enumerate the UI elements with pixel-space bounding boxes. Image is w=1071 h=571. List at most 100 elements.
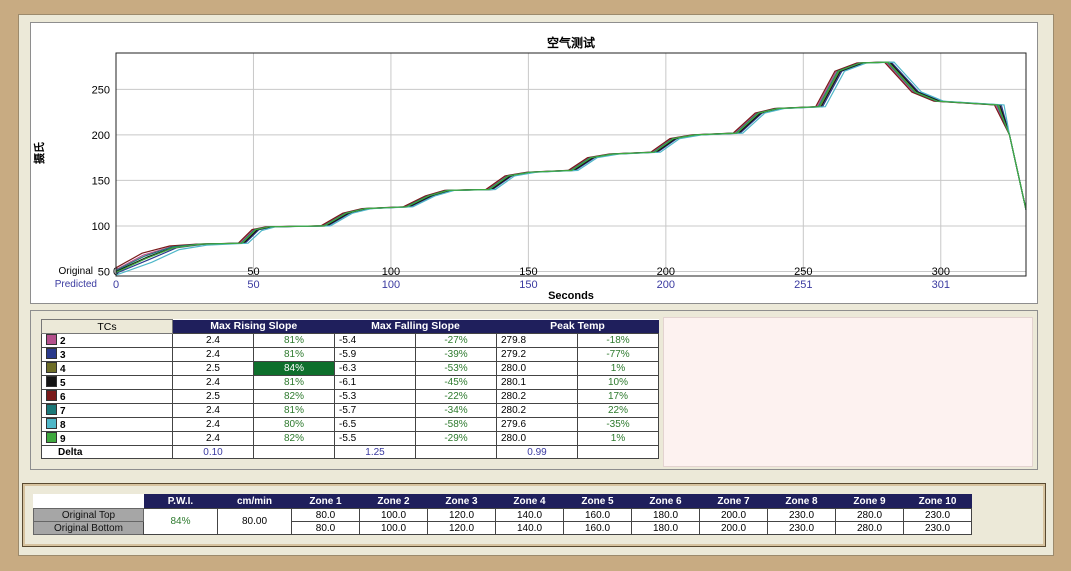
peak-value: 280.2 — [496, 403, 578, 418]
zone-setpoint[interactable]: 80.0 — [291, 521, 360, 535]
series-line-tc-6 — [115, 61, 1027, 269]
rise-pct: 84% — [253, 361, 335, 376]
fall-value: -5.4 — [334, 333, 416, 348]
zone-header: Zone 10 — [903, 494, 972, 509]
fall-value: -6.5 — [334, 417, 416, 432]
zone-setpoint[interactable]: 230.0 — [903, 521, 972, 535]
fall-value: -5.3 — [334, 389, 416, 404]
tc-row: 7 2.4 81% -5.7 -34% 280.2 22% — [41, 403, 659, 418]
tc-label: 3 — [60, 350, 66, 361]
zone-setpoint[interactable]: 200.0 — [699, 521, 768, 535]
tc-label: 6 — [60, 392, 66, 403]
zone-row-label: Original Top — [33, 508, 144, 522]
zone-settings-panel: P.W.I. cm/min Zone 1 Zone 2 Zone 3 Zone 4 Zone… — [22, 483, 1046, 547]
zone-setpoint[interactable]: 140.0 — [495, 508, 564, 522]
peak-value: 280.1 — [496, 375, 578, 390]
y-tick-label: 250 — [92, 84, 110, 96]
rise-pct: 80% — [253, 417, 335, 432]
tc-label: 2 — [60, 336, 66, 347]
x-tick-label-original: 200 — [657, 266, 675, 278]
zone-setpoint[interactable]: 280.0 — [835, 521, 904, 535]
max-falling-slope-header: Max Falling Slope — [334, 319, 497, 334]
original-axis-label: Original — [59, 266, 93, 277]
zone-header: cm/min — [217, 494, 292, 509]
fall-pct: -22% — [415, 389, 497, 404]
chart-title: 空气测试 — [547, 35, 595, 50]
rise-value: 2.4 — [172, 417, 254, 432]
tcs-header: TCs — [41, 319, 173, 334]
zone-corner-cell — [33, 494, 144, 509]
x-tick-label-original: 150 — [519, 266, 537, 278]
peak-value: 279.6 — [496, 417, 578, 432]
zone-setpoint[interactable]: 180.0 — [631, 521, 700, 535]
zone-header: Zone 2 — [359, 494, 428, 509]
x-tick-label-predicted: 50 — [247, 279, 259, 291]
x-tick-label-original: 100 — [382, 266, 400, 278]
zone-setpoint[interactable]: 80.0 — [291, 508, 360, 522]
rise-value: 2.4 — [172, 403, 254, 418]
zone-setpoint[interactable]: 200.0 — [699, 508, 768, 522]
fall-value: -6.3 — [334, 361, 416, 376]
zone-header: Zone 5 — [563, 494, 632, 509]
tc-stats-table: TCs Max Rising Slope Max Falling Slope P… — [41, 319, 659, 459]
peak-pct: -35% — [577, 417, 659, 432]
x-tick-label-predicted: 200 — [657, 279, 675, 291]
predicted-axis-label: Predicted — [55, 279, 97, 290]
x-tick-label-predicted: 100 — [382, 279, 400, 291]
zone-header: Zone 9 — [835, 494, 904, 509]
tc-label: 8 — [60, 420, 66, 431]
zone-setpoint[interactable]: 230.0 — [767, 508, 836, 522]
x-tick-label-predicted: 301 — [932, 279, 950, 291]
speed-value[interactable]: 80.00 — [217, 508, 292, 535]
zone-setpoint[interactable]: 120.0 — [427, 521, 496, 535]
delta-label: Delta — [41, 445, 173, 459]
fall-pct: -53% — [415, 361, 497, 376]
rise-value: 2.4 — [172, 431, 254, 446]
peak-value: 280.0 — [496, 361, 578, 376]
tc-name-cell: 5 — [41, 375, 173, 390]
x-tick-label-predicted: 0 — [113, 279, 119, 291]
zone-header: Zone 6 — [631, 494, 700, 509]
zone-setpoint[interactable]: 280.0 — [835, 508, 904, 522]
profile-chart: 空气测试 摄氏 Seconds Original Predicted 50 100… — [32, 35, 1027, 302]
fall-pct: -39% — [415, 347, 497, 362]
fall-pct: -27% — [415, 333, 497, 348]
zone-setpoint[interactable]: 100.0 — [359, 521, 428, 535]
series-line-tc-9 — [115, 61, 1027, 273]
peak-value: 279.2 — [496, 347, 578, 362]
fall-value: -5.5 — [334, 431, 416, 446]
zone-header: Zone 4 — [495, 494, 564, 509]
zone-header: Zone 8 — [767, 494, 836, 509]
fall-pct: -45% — [415, 375, 497, 390]
peak-pct: 1% — [577, 431, 659, 446]
zone-header: P.W.I. — [143, 494, 218, 509]
tc-color-swatch — [46, 334, 57, 345]
tc-name-cell: 7 — [41, 403, 173, 418]
fall-pct: -58% — [415, 417, 497, 432]
zone-setpoint[interactable]: 140.0 — [495, 521, 564, 535]
zone-setpoint[interactable]: 230.0 — [903, 508, 972, 522]
zone-setpoint[interactable]: 230.0 — [767, 521, 836, 535]
peak-pct: 10% — [577, 375, 659, 390]
tc-stats-panel: TCs Max Rising Slope Max Falling Slope P… — [30, 310, 1038, 470]
x-tick-label-original: 300 — [932, 266, 950, 278]
x-axis-label: Seconds — [548, 290, 594, 302]
zone-row: Original Bottom 80.0 100.0 120.0 140.0 160.0 1… — [33, 521, 972, 535]
x-tick-label-original: 50 — [247, 266, 259, 278]
y-tick-label: 200 — [92, 130, 110, 142]
rise-pct: 81% — [253, 403, 335, 418]
delta-rise: 0.10 — [172, 445, 254, 459]
zone-setpoint[interactable]: 160.0 — [563, 508, 632, 522]
max-rising-slope-header: Max Rising Slope — [172, 319, 335, 334]
delta-peak: 0.99 — [496, 445, 578, 459]
zone-setpoint[interactable]: 100.0 — [359, 508, 428, 522]
tc-row: 8 2.4 80% -6.5 -58% 279.6 -35% — [41, 417, 659, 432]
zone-settings-table: P.W.I. cm/min Zone 1 Zone 2 Zone 3 Zone 4 Zone… — [33, 494, 972, 535]
zone-header: Zone 7 — [699, 494, 768, 509]
tc-label: 7 — [60, 406, 66, 417]
peak-value: 280.0 — [496, 431, 578, 446]
zone-setpoint[interactable]: 120.0 — [427, 508, 496, 522]
zone-setpoint[interactable]: 160.0 — [563, 521, 632, 535]
rise-pct: 82% — [253, 431, 335, 446]
zone-setpoint[interactable]: 180.0 — [631, 508, 700, 522]
